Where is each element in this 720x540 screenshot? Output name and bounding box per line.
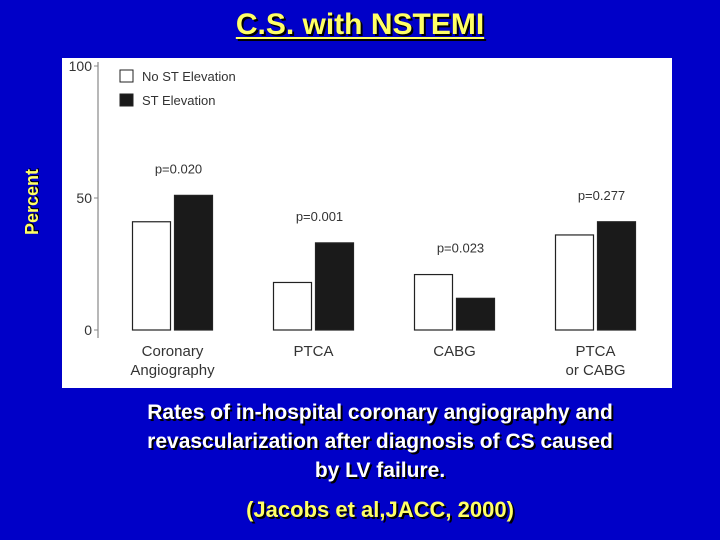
slide-title: C.S. with NSTEMI: [235, 8, 485, 41]
x-category-label: CABG: [433, 343, 476, 360]
bar-st-elevation: [173, 194, 214, 331]
p-value-label: p=0.023: [437, 241, 484, 256]
legend-label-st-elevation: ST Elevation: [142, 93, 215, 108]
p-value-label: p=0.277: [578, 188, 625, 203]
bar-no-st-elevation: [131, 221, 172, 331]
y-tick-label: 0: [84, 322, 92, 338]
bar-no-st-elevation: [413, 273, 454, 331]
bar-st-elevation: [455, 297, 496, 331]
bar-st-elevation: [314, 242, 355, 331]
bar-chart: 0 50 100 p=0.020 Coronary Angiography p=0.001 P…: [69, 58, 637, 379]
legend-label-no-st-elevation: No ST Elevation: [142, 69, 236, 84]
x-category-label: or CABG: [565, 362, 625, 379]
x-category-label: PTCA: [293, 343, 333, 360]
bar-no-st-elevation: [554, 234, 595, 331]
x-category-label: Coronary: [142, 343, 204, 360]
p-value-label: p=0.001: [296, 209, 343, 224]
legend-swatch-st-elevation: [119, 93, 134, 107]
x-category-label: PTCA: [575, 343, 615, 360]
legend-swatch-no-st-elevation: [119, 69, 134, 83]
caption-line-3: by LV failure.: [314, 459, 446, 482]
x-category-label: Angiography: [130, 362, 215, 379]
y-tick-label: 100: [69, 58, 93, 74]
chart-area: 0 50 100 p=0.020 Coronary Angiography p=0.001 P…: [62, 58, 672, 388]
caption: Rates of in-hospital coronary angiograph…: [40, 398, 720, 485]
y-tick-label: 50: [76, 190, 92, 206]
p-value-label: p=0.020: [155, 161, 202, 176]
bar-no-st-elevation: [272, 281, 313, 331]
citation: (Jacobs et al,JACC, 2000): [246, 497, 514, 522]
caption-line-1: Rates of in-hospital coronary angiograph…: [147, 401, 613, 424]
y-axis-label: Percent: [22, 168, 42, 236]
bar-st-elevation: [596, 221, 637, 331]
caption-line-2: revascularization after diagnosis of CS …: [147, 430, 613, 453]
